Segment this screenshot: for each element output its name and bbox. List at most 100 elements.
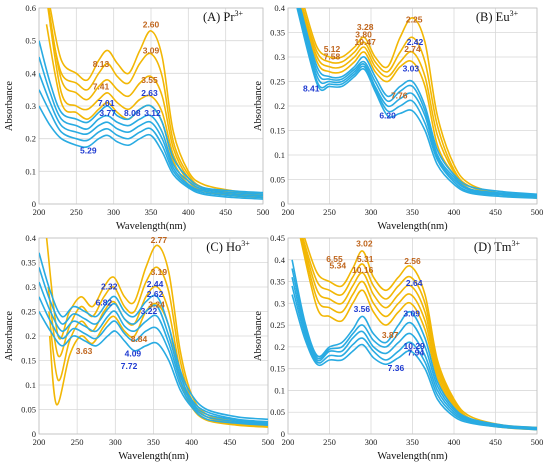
series-line-7 (39, 73, 263, 197)
x-axis-title: Wavelength(nm) (118, 451, 189, 462)
data-label: 2.56 (404, 256, 421, 266)
y-tick-label: 0.15 (270, 364, 285, 374)
series-line-8 (296, 8, 537, 199)
y-tick-label: 0.2 (274, 342, 285, 352)
x-tick-label: 300 (107, 207, 120, 217)
data-label: 3.56 (354, 304, 371, 314)
panel-0: 200 250 300 350 400 450 500 0 0.1 0.2 0.3 0.4 0.5 0.6… (4, 3, 269, 232)
data-label: 2.77 (151, 235, 168, 245)
y-tick-label: 0 (32, 429, 36, 439)
data-label: 3.02 (356, 239, 373, 249)
data-label: 7.76 (391, 91, 408, 101)
x-tick-label: 500 (531, 207, 544, 217)
data-label: 2.60 (143, 20, 160, 30)
data-label: 7.41 (93, 82, 110, 92)
series-line-2 (301, 238, 537, 430)
y-tick-label: 0.15 (21, 356, 36, 366)
series-line-7 (297, 8, 537, 198)
y-tick-label: 0.15 (270, 126, 285, 136)
data-label: 5.29 (80, 145, 97, 155)
data-label: 2.32 (101, 281, 118, 291)
data-label: 3.55 (141, 75, 158, 85)
data-label: 10.29 (404, 341, 426, 351)
x-tick-label: 300 (109, 437, 122, 447)
plot-frame (38, 237, 269, 435)
data-label: 3.77 (99, 108, 116, 118)
y-tick-label: 0.35 (21, 258, 36, 268)
data-label: 5.12 (324, 44, 341, 54)
data-label: 5.31 (357, 254, 374, 264)
y-tick-label: 0.5 (25, 36, 36, 46)
data-label: 10.47 (355, 37, 377, 47)
y-tick-label: 0.3 (274, 298, 285, 308)
y-tick-label: 0.35 (270, 28, 285, 38)
data-label: 7.01 (98, 98, 115, 108)
series-line-3 (47, 8, 263, 199)
series-line-6 (39, 281, 268, 424)
panel-3: 200 250 300 350 400 450 500 0 0.05 0.1 0.15 0.2 0.25… (253, 233, 543, 462)
data-label: 3.80 (355, 29, 372, 39)
x-tick-label: 350 (145, 207, 158, 217)
x-tick-label: 300 (365, 437, 378, 447)
series-line-6 (291, 268, 537, 430)
data-label: 3.28 (357, 22, 374, 32)
x-tick-label: 400 (448, 207, 461, 217)
x-axis-title: Wavelength(nm) (377, 221, 448, 232)
y-tick-label: 0.4 (25, 233, 36, 243)
y-axis-title: Absorbance (4, 81, 15, 131)
data-label: 3.12 (144, 108, 161, 118)
y-tick-label: 0.05 (270, 407, 285, 417)
series-line-9 (39, 105, 263, 200)
series-line-1 (302, 238, 537, 430)
panel-2: 200 250 300 350 400 450 500 0 0.05 0.1 0.15 0.2 0.25… (4, 233, 274, 462)
data-label: 2.63 (141, 88, 158, 98)
data-label: 3.09 (403, 308, 420, 318)
x-tick-label: 250 (71, 437, 84, 447)
y-tick-label: 0.6 (25, 3, 36, 13)
data-label: 8.08 (124, 108, 141, 118)
x-tick-label: 250 (70, 207, 83, 217)
y-axis-title: Absorbance (253, 311, 264, 361)
x-tick-label: 250 (323, 437, 336, 447)
data-label: 7.72 (121, 361, 138, 371)
x-tick-label: 450 (219, 207, 232, 217)
series-line-5 (39, 267, 268, 423)
panel-title: (A) Pr3+ (203, 9, 244, 24)
x-tick-label: 400 (185, 437, 198, 447)
series-line-6 (298, 8, 537, 197)
x-tick-label: 350 (406, 437, 419, 447)
y-axis-title: Absorbance (253, 81, 264, 131)
y-tick-label: 0.4 (25, 68, 36, 78)
y-tick-label: 0.1 (274, 385, 285, 395)
data-label: 10.16 (352, 265, 374, 275)
data-label: 2.64 (406, 278, 423, 288)
x-tick-label: 450 (489, 437, 502, 447)
x-tick-label: 300 (365, 207, 378, 217)
y-tick-label: 0.3 (274, 52, 285, 62)
series-line-0 (303, 238, 537, 429)
data-label: 3.63 (76, 346, 93, 356)
data-label: 2.44 (147, 279, 164, 289)
data-label: 7.58 (324, 51, 341, 61)
x-tick-label: 200 (282, 207, 295, 217)
y-tick-label: 0.2 (25, 331, 36, 341)
y-tick-label: 0.1 (274, 150, 285, 160)
data-label: 2.74 (404, 44, 421, 54)
data-label: 3.03 (403, 64, 420, 74)
x-tick-label: 200 (33, 437, 46, 447)
y-tick-label: 0.05 (270, 175, 285, 185)
series-line-8 (39, 89, 263, 199)
series-line-1 (302, 8, 537, 198)
data-label: 2.25 (406, 15, 423, 25)
data-label: 6.55 (326, 254, 343, 264)
panel-title: (C) Ho3+ (206, 239, 250, 254)
y-tick-label: 0.25 (270, 320, 285, 330)
y-tick-label: 0.4 (274, 255, 285, 265)
data-label: 5.34 (330, 260, 347, 270)
data-label: 3.24 (148, 300, 165, 310)
y-tick-label: 0.35 (270, 277, 285, 287)
series-line-7 (39, 296, 268, 425)
data-label: 8.41 (303, 83, 320, 93)
y-tick-label: 0.1 (25, 166, 36, 176)
